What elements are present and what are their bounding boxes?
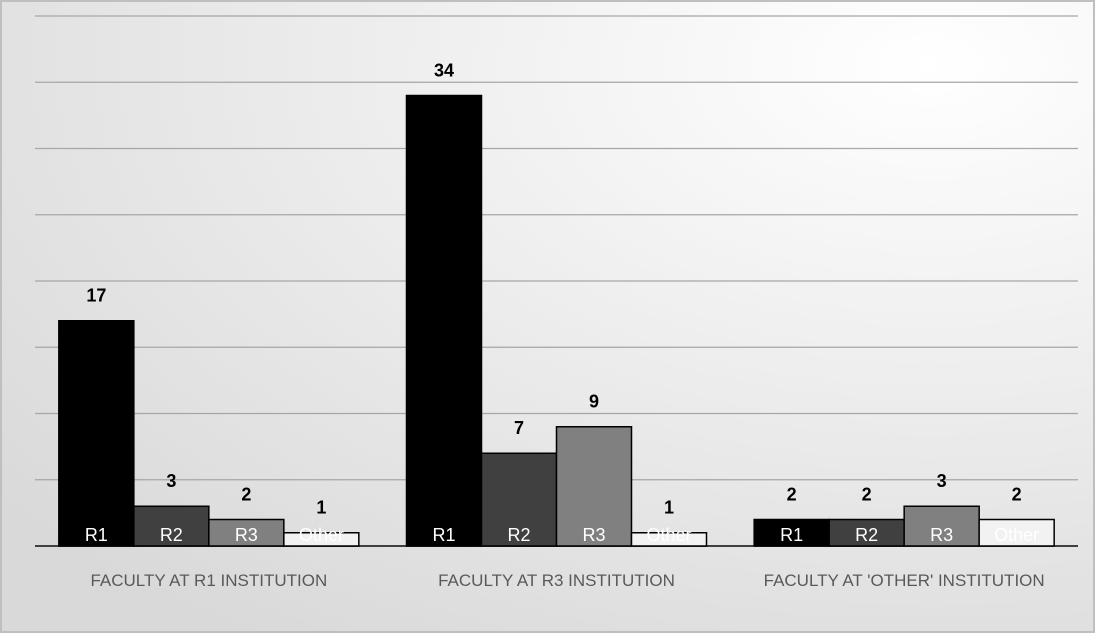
series-label: R3 bbox=[582, 525, 605, 545]
series-label: R1 bbox=[85, 525, 108, 545]
x-tick-label: FACULTY AT R3 INSTITUTION bbox=[438, 571, 675, 590]
data-label: 2 bbox=[862, 484, 872, 504]
data-label: 1 bbox=[316, 498, 326, 518]
series-label: R2 bbox=[507, 525, 530, 545]
series-label: Other bbox=[994, 525, 1039, 545]
x-tick-label: FACULTY AT R1 INSTITUTION bbox=[90, 571, 328, 590]
data-label: 3 bbox=[937, 471, 947, 491]
bar bbox=[58, 320, 135, 547]
series-label: R2 bbox=[855, 525, 878, 545]
bar bbox=[405, 94, 483, 547]
data-label: 2 bbox=[1012, 484, 1022, 504]
bar bbox=[630, 532, 708, 547]
data-label: 9 bbox=[589, 392, 599, 412]
bar bbox=[828, 518, 905, 547]
data-label: 1 bbox=[664, 498, 674, 518]
x-tick-label: FACULTY AT 'OTHER' INSTITUTION bbox=[763, 571, 1045, 590]
data-label: 34 bbox=[434, 60, 454, 80]
bar bbox=[480, 452, 558, 547]
data-label: 2 bbox=[787, 484, 797, 504]
data-label: 7 bbox=[514, 418, 524, 438]
series-label: Other bbox=[646, 525, 691, 545]
bar bbox=[753, 518, 830, 547]
series-label: R1 bbox=[780, 525, 803, 545]
series-label: R1 bbox=[432, 525, 455, 545]
bar bbox=[133, 505, 210, 547]
series-label: R3 bbox=[930, 525, 953, 545]
data-label: 17 bbox=[86, 286, 106, 306]
data-label: 2 bbox=[241, 484, 251, 504]
bar bbox=[208, 518, 285, 547]
series-label: R2 bbox=[160, 525, 183, 545]
bar bbox=[978, 518, 1055, 547]
bar bbox=[555, 426, 633, 547]
series-label: R3 bbox=[235, 525, 258, 545]
data-label: 3 bbox=[166, 471, 176, 491]
series-label: Other bbox=[299, 525, 344, 545]
bar bbox=[283, 532, 360, 547]
